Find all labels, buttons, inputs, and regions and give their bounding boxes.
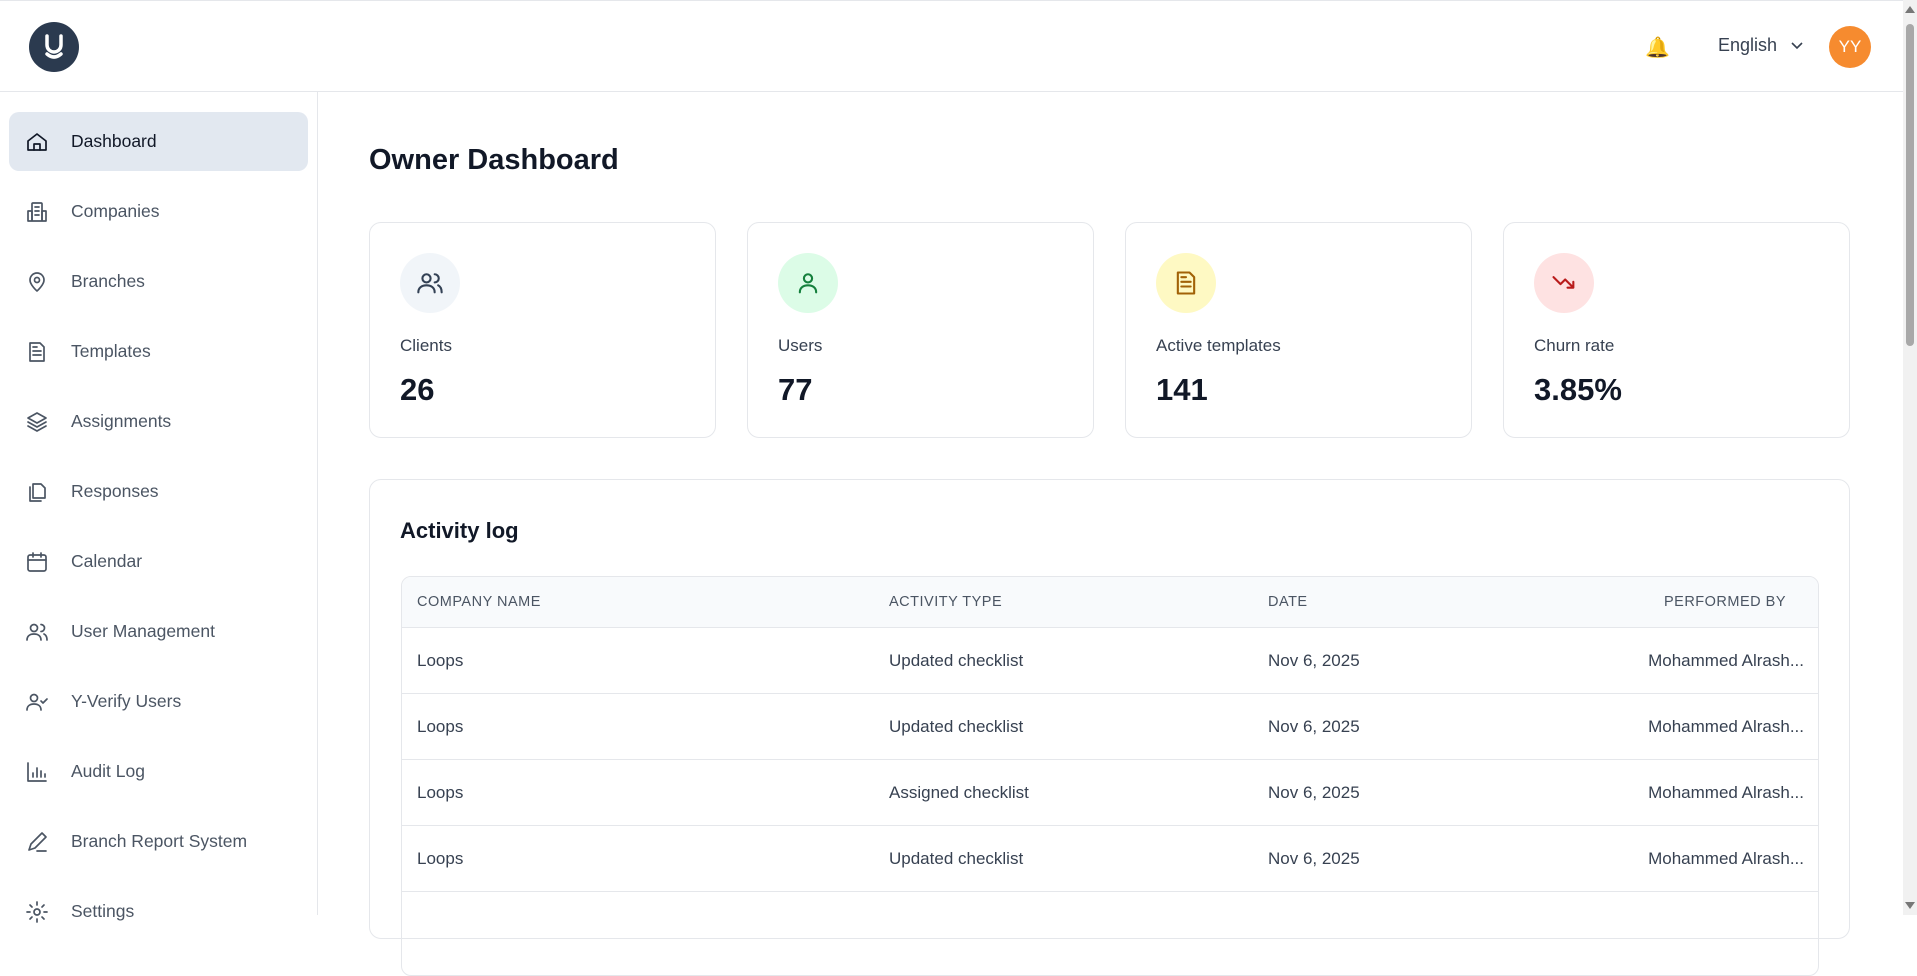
sidebar-item-settings[interactable]: Settings: [9, 882, 308, 941]
performed-by-cell: Mohammed Alrash...: [1648, 848, 1804, 868]
column-header-date[interactable]: DATE: [1268, 594, 1308, 610]
table-row[interactable]: Loops Updated checklist Nov 6, 2025 Moha…: [402, 694, 1818, 760]
bell-icon[interactable]: 🔔: [1645, 37, 1670, 59]
sidebar-item-companies[interactable]: Companies: [9, 182, 308, 241]
column-header-performed-by[interactable]: PERFORMED BY: [1663, 594, 1786, 610]
stat-label: Users: [778, 336, 823, 355]
table-row[interactable]: Loops Updated checklist Nov 6, 2025 Moha…: [402, 826, 1818, 892]
sidebar-item-dashboard[interactable]: Dashboard: [9, 112, 308, 171]
stat-label: Clients: [400, 336, 452, 355]
sidebar-item-label: Y-Verify Users: [71, 691, 182, 711]
sidebar-item-label: Assignments: [71, 411, 172, 431]
app-logo[interactable]: [29, 22, 79, 72]
user-icon: [778, 253, 838, 313]
date-cell: Nov 6, 2025: [1268, 848, 1360, 868]
column-header-activity-type[interactable]: ACTIVITY TYPE: [889, 594, 1003, 610]
table-header: COMPANY NAME ACTIVITY TYPE DATE PERFORME…: [402, 577, 1818, 628]
users-icon: [400, 253, 460, 313]
layers-icon: [27, 411, 47, 432]
sidebar-item-label: Templates: [71, 341, 151, 361]
scrollbar-thumb[interactable]: [1906, 24, 1914, 346]
pencil-icon: [28, 831, 47, 852]
sidebar: Dashboard Companies Branches Templates A…: [0, 92, 318, 923]
sidebar-item-label: Audit Log: [71, 761, 145, 781]
stat-card-users: Users 77: [747, 222, 1094, 438]
stat-value: 3.85%: [1534, 372, 1622, 407]
logo-icon: [45, 34, 63, 59]
performed-by-cell: Mohammed Alrash...: [1648, 650, 1804, 670]
page-scrollbar[interactable]: [1903, 0, 1917, 915]
building-icon: [27, 201, 47, 222]
activity-log-title: Activity log: [400, 518, 519, 543]
table-row[interactable]: Loops Assigned checklist Nov 6, 2025 Moh…: [402, 760, 1818, 826]
activity-type-cell: Updated checklist: [889, 848, 1024, 868]
sidebar-item-audit-log[interactable]: Audit Log: [9, 742, 308, 801]
performed-by-cell: Mohammed Alrash...: [1648, 716, 1804, 736]
sidebar-item-label: Companies: [71, 201, 160, 221]
stat-card-churn-rate: Churn rate 3.85%: [1503, 222, 1850, 438]
sidebar-item-label: Branch Report System: [71, 831, 248, 851]
bar-chart-icon: [27, 761, 47, 782]
sidebar-item-y-verify-users[interactable]: Y-Verify Users: [9, 672, 308, 731]
sidebar-item-label: Branches: [71, 271, 145, 291]
column-header-company-name[interactable]: COMPANY NAME: [417, 594, 541, 610]
activity-log-card: Activity log COMPANY NAME ACTIVITY TYPE …: [369, 479, 1850, 976]
trending-down-icon: [1534, 253, 1594, 313]
gear-icon: [26, 900, 48, 923]
scroll-down-icon[interactable]: [1905, 902, 1915, 909]
sidebar-item-branch-report-system[interactable]: Branch Report System: [9, 812, 308, 871]
stat-card-clients: Clients 26: [369, 222, 716, 438]
stat-label: Churn rate: [1534, 336, 1615, 355]
date-cell: Nov 6, 2025: [1268, 716, 1360, 736]
map-pin-icon: [29, 271, 45, 292]
performed-by-cell: Mohammed Alrash...: [1648, 782, 1804, 802]
company-name-cell: Loops: [417, 848, 464, 868]
page-title: Owner Dashboard: [369, 144, 619, 176]
sidebar-item-responses[interactable]: Responses: [9, 462, 308, 521]
main-content: Owner Dashboard Clients 26 Users 77 Acti…: [318, 92, 1903, 976]
file-text-icon: [1156, 253, 1216, 313]
home-icon: [27, 132, 47, 151]
company-name-cell: Loops: [417, 782, 464, 802]
scroll-up-icon[interactable]: [1905, 6, 1915, 13]
users-icon: [26, 623, 48, 641]
stat-value: 141: [1156, 372, 1208, 407]
date-cell: Nov 6, 2025: [1268, 782, 1360, 802]
stat-label: Active templates: [1156, 336, 1281, 355]
sidebar-item-label: Calendar: [71, 551, 143, 571]
avatar[interactable]: YY: [1829, 26, 1871, 68]
user-check-icon: [26, 693, 48, 711]
top-bar: 🔔 English YY: [0, 0, 1903, 92]
sidebar-item-assignments[interactable]: Assignments: [9, 392, 308, 451]
stat-card-active-templates: Active templates 141: [1125, 222, 1472, 438]
sidebar-item-templates[interactable]: Templates: [9, 322, 308, 381]
stat-value: 77: [778, 372, 813, 407]
language-label: English: [1718, 35, 1778, 55]
sidebar-item-label: Dashboard: [71, 131, 157, 151]
sidebar-item-label: Settings: [71, 901, 135, 921]
date-cell: Nov 6, 2025: [1268, 650, 1360, 670]
copy-icon: [29, 482, 46, 502]
sidebar-item-label: User Management: [71, 621, 215, 641]
sidebar-item-label: Responses: [71, 481, 159, 501]
calendar-icon: [27, 551, 47, 572]
sidebar-item-user-management[interactable]: User Management: [9, 602, 308, 661]
table-row[interactable]: Loops Updated checklist Nov 6, 2025 Moha…: [402, 628, 1818, 694]
stat-value: 26: [400, 372, 435, 407]
language-selector[interactable]: English: [1718, 35, 1803, 56]
chevron-down-icon: [1791, 41, 1803, 49]
sidebar-item-branches[interactable]: Branches: [9, 252, 308, 311]
company-name-cell: Loops: [417, 650, 464, 670]
activity-type-cell: Updated checklist: [889, 716, 1024, 736]
activity-type-cell: Assigned checklist: [889, 782, 1029, 802]
sidebar-item-calendar[interactable]: Calendar: [9, 532, 308, 591]
activity-type-cell: Updated checklist: [889, 650, 1024, 670]
activity-table: COMPANY NAME ACTIVITY TYPE DATE PERFORME…: [401, 576, 1819, 976]
file-text-icon: [29, 341, 45, 362]
company-name-cell: Loops: [417, 716, 464, 736]
